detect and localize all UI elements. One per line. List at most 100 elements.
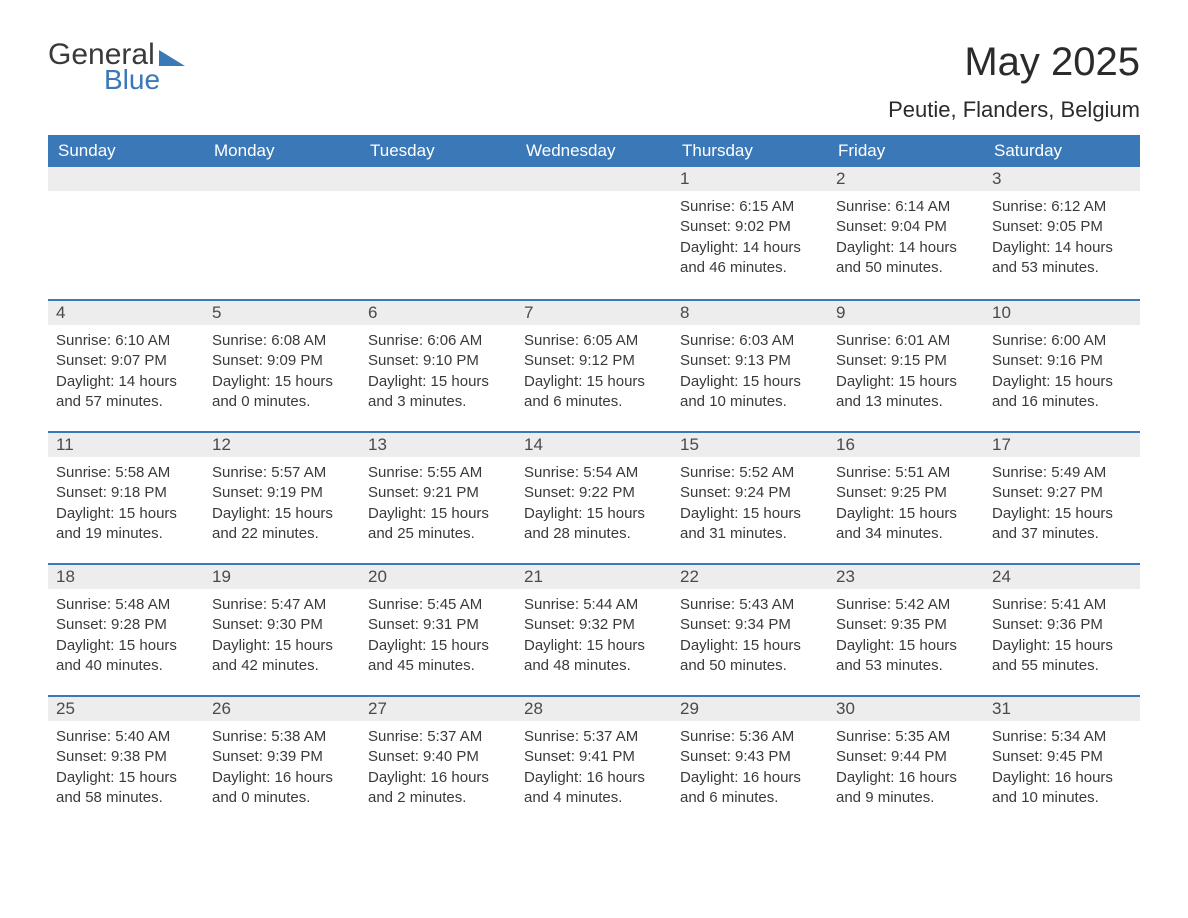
day-details: Sunrise: 6:03 AMSunset: 9:13 PMDaylight:…	[672, 325, 828, 416]
daylight-text: and 48 minutes.	[524, 656, 664, 676]
sunrise-text: Sunrise: 5:43 AM	[680, 595, 820, 615]
daylight-text: Daylight: 15 hours	[680, 504, 820, 524]
sunrise-text: Sunrise: 6:03 AM	[680, 331, 820, 351]
daylight-text: and 40 minutes.	[56, 656, 196, 676]
sunrise-text: Sunrise: 5:49 AM	[992, 463, 1132, 483]
daylight-text: and 46 minutes.	[680, 258, 820, 278]
day-number: 14	[516, 431, 672, 457]
logo-triangle-icon	[159, 50, 185, 66]
weekday-header: Sunday	[48, 135, 204, 167]
day-number: 5	[204, 299, 360, 325]
daylight-text: and 6 minutes.	[680, 788, 820, 808]
daylight-text: Daylight: 15 hours	[368, 636, 508, 656]
daylight-text: Daylight: 15 hours	[836, 636, 976, 656]
daylight-text: and 10 minutes.	[680, 392, 820, 412]
calendar-cell: 19Sunrise: 5:47 AMSunset: 9:30 PMDayligh…	[204, 563, 360, 695]
day-number: 17	[984, 431, 1140, 457]
day-details: Sunrise: 5:58 AMSunset: 9:18 PMDaylight:…	[48, 457, 204, 548]
daylight-text: Daylight: 15 hours	[524, 636, 664, 656]
daylight-text: Daylight: 16 hours	[680, 768, 820, 788]
daylight-text: and 55 minutes.	[992, 656, 1132, 676]
sunrise-text: Sunrise: 5:47 AM	[212, 595, 352, 615]
calendar-week-row: 11Sunrise: 5:58 AMSunset: 9:18 PMDayligh…	[48, 431, 1140, 563]
daylight-text: Daylight: 15 hours	[212, 372, 352, 392]
daylight-text: Daylight: 16 hours	[836, 768, 976, 788]
calendar-cell	[204, 167, 360, 299]
day-details: Sunrise: 6:10 AMSunset: 9:07 PMDaylight:…	[48, 325, 204, 416]
daylight-text: Daylight: 15 hours	[212, 504, 352, 524]
sunrise-text: Sunrise: 5:55 AM	[368, 463, 508, 483]
daylight-text: Daylight: 15 hours	[836, 372, 976, 392]
day-number: 26	[204, 695, 360, 721]
day-number: 30	[828, 695, 984, 721]
day-number: 11	[48, 431, 204, 457]
daylight-text: Daylight: 15 hours	[680, 636, 820, 656]
sunset-text: Sunset: 9:34 PM	[680, 615, 820, 635]
sunset-text: Sunset: 9:24 PM	[680, 483, 820, 503]
daylight-text: Daylight: 15 hours	[212, 636, 352, 656]
calendar-week-row: 4Sunrise: 6:10 AMSunset: 9:07 PMDaylight…	[48, 299, 1140, 431]
daylight-text: Daylight: 14 hours	[56, 372, 196, 392]
sunrise-text: Sunrise: 5:51 AM	[836, 463, 976, 483]
sunrise-text: Sunrise: 6:00 AM	[992, 331, 1132, 351]
sunrise-text: Sunrise: 5:37 AM	[368, 727, 508, 747]
sunset-text: Sunset: 9:27 PM	[992, 483, 1132, 503]
daylight-text: and 53 minutes.	[836, 656, 976, 676]
sunset-text: Sunset: 9:25 PM	[836, 483, 976, 503]
sunset-text: Sunset: 9:18 PM	[56, 483, 196, 503]
calendar-cell: 15Sunrise: 5:52 AMSunset: 9:24 PMDayligh…	[672, 431, 828, 563]
day-number: 1	[672, 167, 828, 191]
day-number: 3	[984, 167, 1140, 191]
calendar-cell: 26Sunrise: 5:38 AMSunset: 9:39 PMDayligh…	[204, 695, 360, 827]
day-details: Sunrise: 5:37 AMSunset: 9:40 PMDaylight:…	[360, 721, 516, 812]
calendar-cell: 13Sunrise: 5:55 AMSunset: 9:21 PMDayligh…	[360, 431, 516, 563]
day-details: Sunrise: 5:37 AMSunset: 9:41 PMDaylight:…	[516, 721, 672, 812]
daylight-text: and 57 minutes.	[56, 392, 196, 412]
day-details: Sunrise: 5:47 AMSunset: 9:30 PMDaylight:…	[204, 589, 360, 680]
day-details: Sunrise: 5:43 AMSunset: 9:34 PMDaylight:…	[672, 589, 828, 680]
calendar-cell: 18Sunrise: 5:48 AMSunset: 9:28 PMDayligh…	[48, 563, 204, 695]
day-details: Sunrise: 6:01 AMSunset: 9:15 PMDaylight:…	[828, 325, 984, 416]
sunset-text: Sunset: 9:39 PM	[212, 747, 352, 767]
weekday-header: Saturday	[984, 135, 1140, 167]
day-details: Sunrise: 5:41 AMSunset: 9:36 PMDaylight:…	[984, 589, 1140, 680]
daylight-text: Daylight: 15 hours	[56, 504, 196, 524]
sunset-text: Sunset: 9:05 PM	[992, 217, 1132, 237]
day-number: 9	[828, 299, 984, 325]
sunset-text: Sunset: 9:35 PM	[836, 615, 976, 635]
day-number: 16	[828, 431, 984, 457]
weekday-header: Thursday	[672, 135, 828, 167]
day-details: Sunrise: 5:38 AMSunset: 9:39 PMDaylight:…	[204, 721, 360, 812]
daylight-text: and 9 minutes.	[836, 788, 976, 808]
calendar-cell: 11Sunrise: 5:58 AMSunset: 9:18 PMDayligh…	[48, 431, 204, 563]
daylight-text: and 50 minutes.	[836, 258, 976, 278]
sunset-text: Sunset: 9:36 PM	[992, 615, 1132, 635]
day-details: Sunrise: 5:55 AMSunset: 9:21 PMDaylight:…	[360, 457, 516, 548]
calendar-cell: 2Sunrise: 6:14 AMSunset: 9:04 PMDaylight…	[828, 167, 984, 299]
calendar-cell: 5Sunrise: 6:08 AMSunset: 9:09 PMDaylight…	[204, 299, 360, 431]
daylight-text: and 2 minutes.	[368, 788, 508, 808]
sunset-text: Sunset: 9:13 PM	[680, 351, 820, 371]
sunrise-text: Sunrise: 5:48 AM	[56, 595, 196, 615]
sunset-text: Sunset: 9:44 PM	[836, 747, 976, 767]
calendar-cell: 28Sunrise: 5:37 AMSunset: 9:41 PMDayligh…	[516, 695, 672, 827]
day-number: 8	[672, 299, 828, 325]
daylight-text: Daylight: 14 hours	[680, 238, 820, 258]
daylight-text: Daylight: 15 hours	[992, 372, 1132, 392]
sunrise-text: Sunrise: 5:41 AM	[992, 595, 1132, 615]
sunset-text: Sunset: 9:40 PM	[368, 747, 508, 767]
sunset-text: Sunset: 9:30 PM	[212, 615, 352, 635]
sunrise-text: Sunrise: 5:52 AM	[680, 463, 820, 483]
calendar-cell: 7Sunrise: 6:05 AMSunset: 9:12 PMDaylight…	[516, 299, 672, 431]
sunrise-text: Sunrise: 5:35 AM	[836, 727, 976, 747]
calendar-cell: 1Sunrise: 6:15 AMSunset: 9:02 PMDaylight…	[672, 167, 828, 299]
daylight-text: and 22 minutes.	[212, 524, 352, 544]
calendar-cell: 21Sunrise: 5:44 AMSunset: 9:32 PMDayligh…	[516, 563, 672, 695]
daylight-text: and 0 minutes.	[212, 392, 352, 412]
sunset-text: Sunset: 9:43 PM	[680, 747, 820, 767]
page-title: May 2025	[888, 40, 1140, 85]
daylight-text: Daylight: 15 hours	[368, 372, 508, 392]
calendar-cell: 14Sunrise: 5:54 AMSunset: 9:22 PMDayligh…	[516, 431, 672, 563]
day-number: 19	[204, 563, 360, 589]
calendar-cell: 16Sunrise: 5:51 AMSunset: 9:25 PMDayligh…	[828, 431, 984, 563]
